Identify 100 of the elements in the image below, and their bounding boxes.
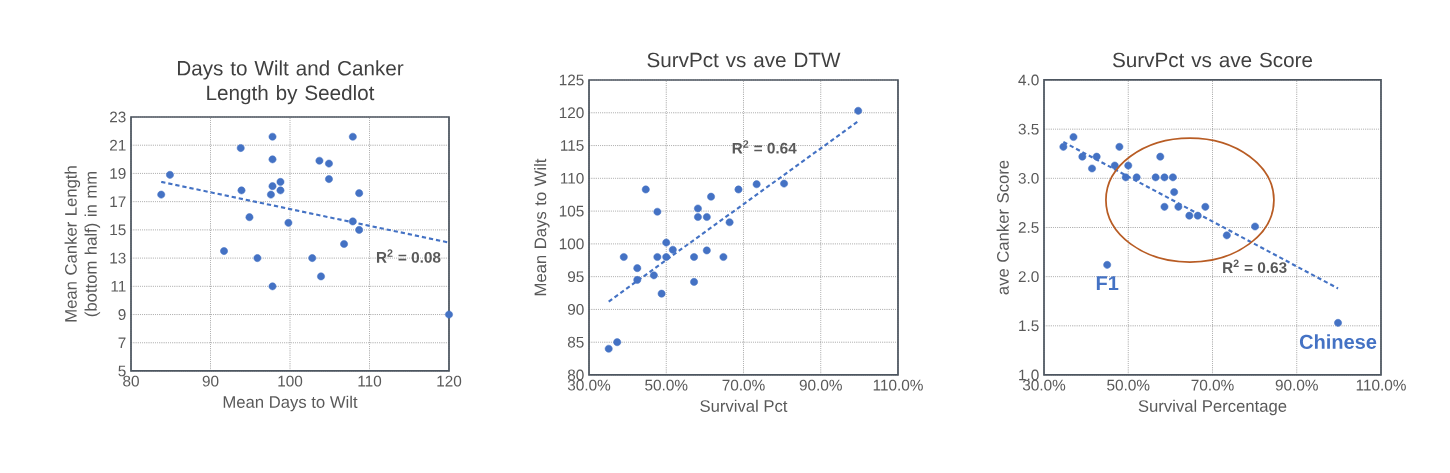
point [854, 106, 863, 115]
point [752, 180, 761, 189]
point [641, 185, 650, 194]
point [315, 156, 324, 165]
x-tick-label: 50.0% [645, 379, 688, 391]
y-tick-label: 110 [561, 172, 584, 184]
point [734, 185, 743, 194]
point [707, 192, 715, 201]
annotation: R$^{2}$ = 0.63 [1223, 259, 1287, 274]
x-tick-label: 110.0% [873, 379, 923, 391]
x-tick-label: 70.0% [1191, 379, 1234, 391]
y-tick-label: 21 [110, 139, 126, 151]
y-tick-label: 9 [118, 309, 126, 320]
y-tick-label: 120 [559, 107, 584, 119]
point [445, 310, 453, 319]
point [1151, 173, 1160, 182]
point [253, 254, 262, 262]
point [702, 213, 711, 221]
point [267, 190, 275, 199]
y-tick-label: 100 [559, 238, 584, 250]
point [325, 159, 333, 168]
point [657, 289, 666, 298]
y-tick-label: 7 [118, 337, 126, 349]
y-axis-title: Mean Days to Wilt [534, 158, 550, 296]
point [653, 207, 662, 216]
point [308, 254, 317, 262]
y-tick-label: 125 [559, 74, 584, 86]
point [1115, 142, 1124, 151]
y-tick-label: 23 [110, 111, 126, 123]
point [619, 253, 628, 261]
point [633, 264, 642, 272]
point [268, 132, 277, 141]
x-tick-label: 30.0% [567, 379, 611, 391]
x-axis-title: Survival Percentage [1138, 399, 1287, 416]
point [725, 218, 734, 227]
y-axis-title: Mean Canker Length (bottom half) in mm [64, 166, 101, 322]
y-tick-label: 11 [111, 281, 126, 292]
point [690, 278, 698, 286]
point [653, 253, 662, 261]
point [325, 175, 333, 183]
point [276, 178, 285, 186]
point [340, 240, 348, 248]
y-tick-label: 85 [567, 336, 584, 348]
x-tick-label: 110 [358, 375, 382, 387]
point [268, 155, 277, 164]
y-tick-label: 115 [561, 140, 584, 151]
point [1156, 152, 1165, 161]
point [650, 271, 658, 280]
y-tick-label: 3.0 [1018, 172, 1039, 184]
point [690, 253, 698, 261]
point [1222, 231, 1231, 240]
point [694, 204, 702, 213]
x-tick-label: 110.0% [1356, 379, 1406, 391]
y-tick-label: 1.0 [1019, 369, 1039, 381]
point [1103, 260, 1112, 269]
point [633, 276, 642, 284]
point [355, 226, 364, 234]
point [1193, 211, 1202, 220]
x-axis-title: Mean Days to Wilt [223, 395, 358, 412]
point [317, 272, 325, 281]
point [237, 186, 246, 195]
point [268, 282, 277, 291]
point [1251, 222, 1259, 231]
point [1169, 173, 1177, 182]
annotation: Chinese [1299, 334, 1377, 349]
point [1170, 188, 1179, 196]
point [780, 179, 788, 188]
y-tick-label: 15 [110, 224, 126, 236]
point [245, 213, 254, 222]
annotation: R$^{2}$ = 0.08 [376, 249, 441, 263]
y-axis-title: ave Canker Score [996, 160, 1009, 295]
point [604, 344, 613, 353]
point [284, 218, 293, 227]
point [166, 170, 174, 179]
point [268, 182, 277, 190]
point [1334, 319, 1342, 327]
point [1160, 202, 1169, 211]
point [613, 338, 622, 347]
point [1132, 173, 1141, 182]
y-tick-label: 2.0 [1018, 271, 1039, 283]
chart-title: SurvPct vs ave Score [1112, 52, 1313, 68]
point [662, 253, 671, 261]
x-tick-label: 70.0% [722, 379, 765, 391]
point [1160, 173, 1169, 182]
y-tick-label: 105 [559, 205, 584, 217]
point [1088, 164, 1096, 173]
point [1121, 173, 1130, 182]
y-tick-label: 1.5 [1019, 320, 1039, 332]
x-tick-label: 90 [202, 375, 219, 387]
point [348, 132, 357, 141]
point [1174, 202, 1183, 211]
y-tick-label: 13 [110, 252, 126, 264]
point [276, 186, 285, 195]
annotation: F1 [1096, 276, 1119, 290]
chart-title: SurvPct vs ave DTW [647, 52, 841, 68]
point [1078, 152, 1087, 161]
point [157, 190, 166, 199]
y-tick-label: 90 [567, 304, 584, 315]
point [1069, 133, 1078, 141]
annotation: R$^{2}$ = 0.64 [732, 140, 797, 154]
